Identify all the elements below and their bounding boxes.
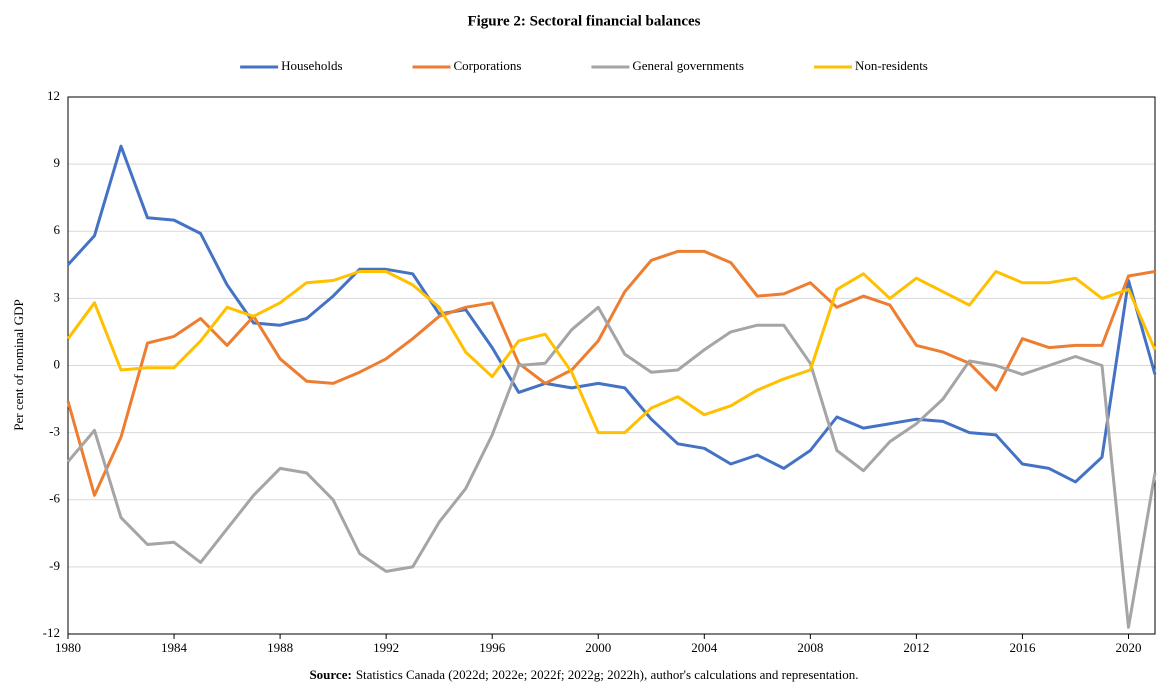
x-tick-label: 2012: [903, 640, 929, 655]
y-tick-label: -6: [49, 491, 60, 506]
chart-title: Figure 2: Sectoral financial balances: [467, 13, 700, 29]
legend-label: Non-residents: [855, 58, 928, 73]
y-tick-label: -9: [49, 558, 60, 573]
x-tick-label: 2004: [691, 640, 718, 655]
source: Source: Statistics Canada (2022d; 2022e; …: [309, 667, 858, 682]
x-tick-label: 2000: [585, 640, 611, 655]
x-tick-label: 2008: [797, 640, 823, 655]
x-tick-label: 2020: [1115, 640, 1141, 655]
legend-label: General governments: [632, 58, 744, 73]
series-line: [66, 144, 1157, 484]
x-tick-label: 1992: [373, 640, 399, 655]
y-tick-label: 0: [54, 356, 61, 371]
legend-label: Households: [281, 58, 342, 73]
series-line: [66, 249, 1156, 497]
x-tick-label: 1988: [267, 640, 293, 655]
series-line: [66, 270, 1157, 435]
y-tick-label: 9: [54, 155, 61, 170]
y-tick-label: 6: [54, 222, 61, 237]
plot-border: [67, 96, 1156, 635]
series-line: [66, 305, 1157, 629]
legend-label: Corporations: [454, 58, 522, 73]
y-tick-label: -3: [49, 424, 60, 439]
x-tick-label: 1996: [479, 640, 506, 655]
x-tick-label: 1984: [161, 640, 188, 655]
source-label: Source:: [309, 667, 351, 682]
y-tick-label: -12: [43, 625, 60, 640]
x-tick-label: 1980: [55, 640, 81, 655]
x-tick-label: 2016: [1009, 640, 1036, 655]
y-axis-label: Per cent of nominal GDP: [11, 299, 26, 430]
source-text: Statistics Canada (2022d; 2022e; 2022f; …: [356, 667, 859, 682]
y-tick-label: 3: [54, 289, 61, 304]
y-tick-label: 12: [47, 88, 60, 103]
